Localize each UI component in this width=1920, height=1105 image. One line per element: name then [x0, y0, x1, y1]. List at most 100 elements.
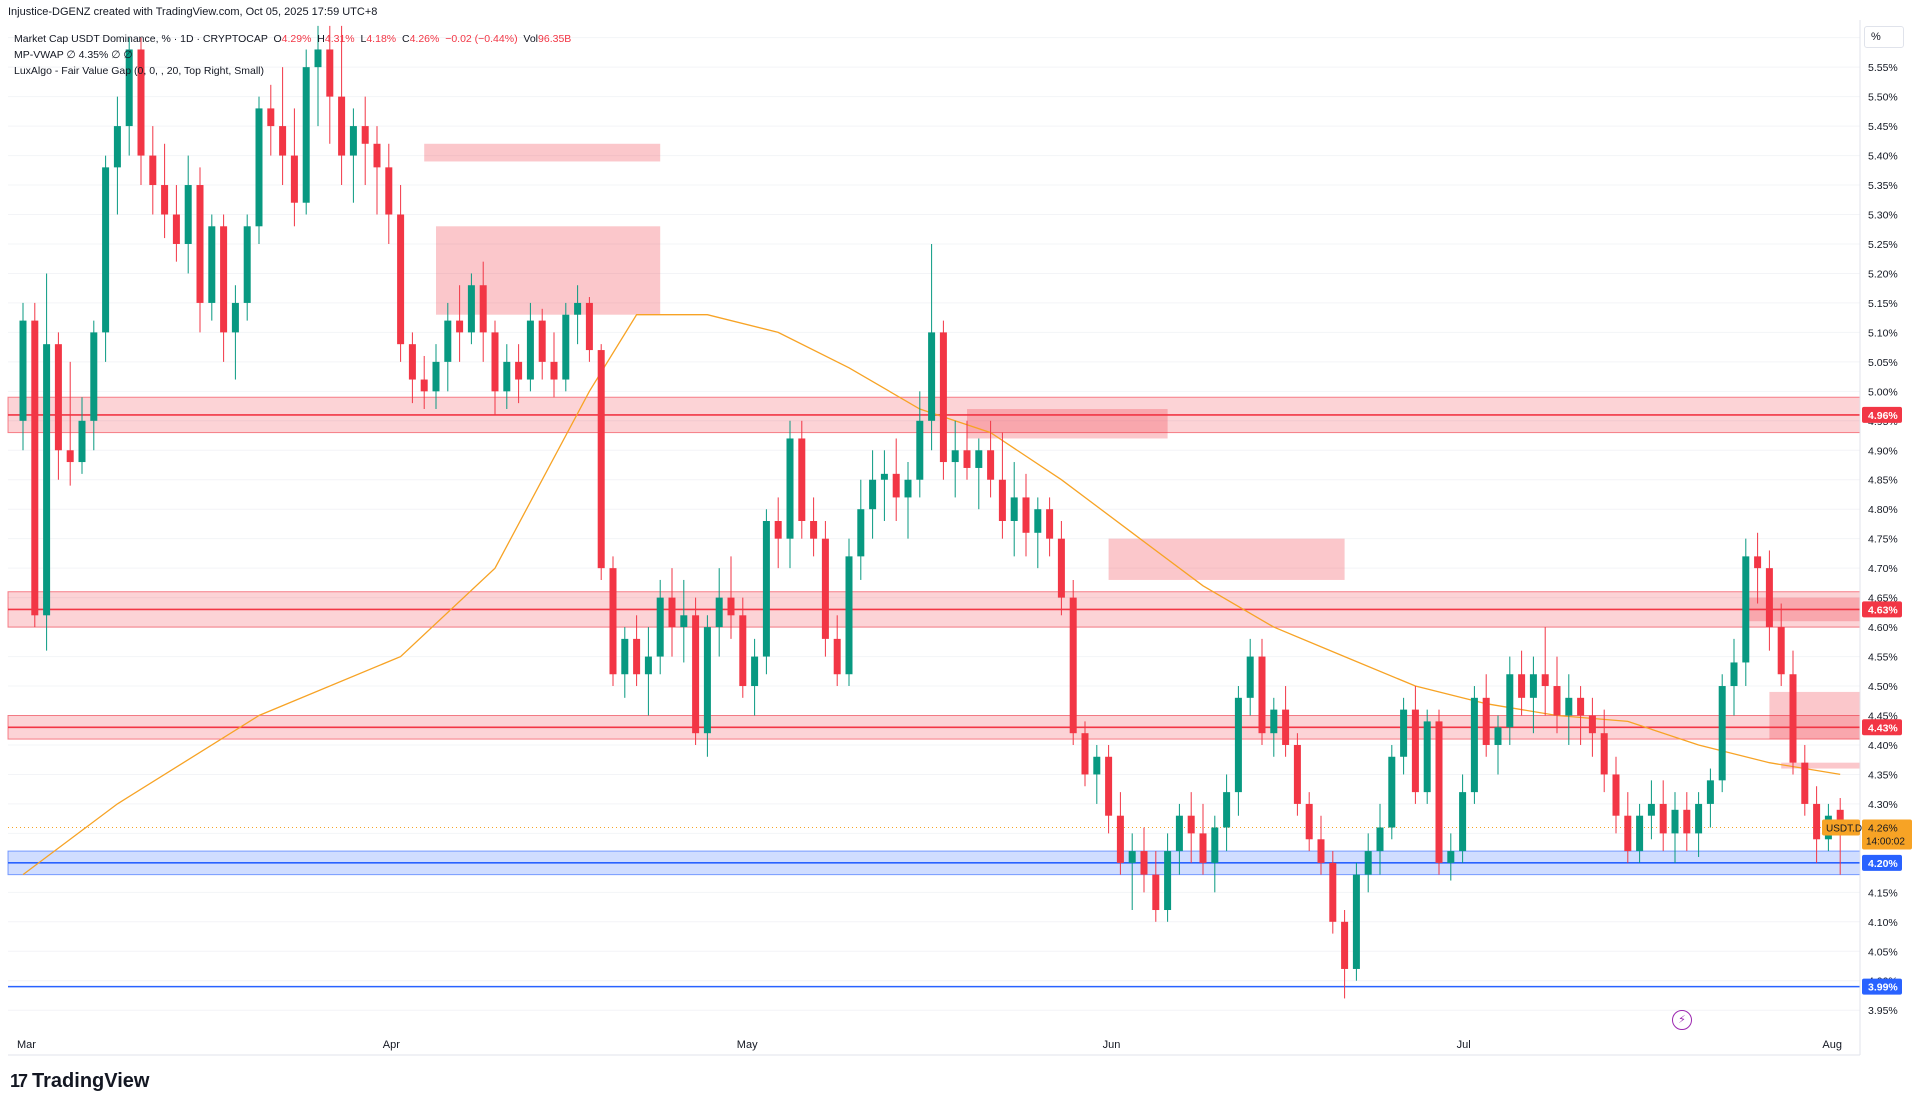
close-value: 4.26%	[409, 33, 440, 45]
candle-body	[1718, 686, 1726, 781]
legend: Market Cap USDT Dominance, % · 1D · CRYP…	[14, 31, 571, 79]
symbol-legend[interactable]: Market Cap USDT Dominance, % · 1D · CRYP…	[14, 31, 571, 47]
price-tick-label: 5.10%	[1868, 327, 1898, 339]
price-tick-label: 5.30%	[1868, 210, 1898, 222]
price-tick-label: 5.50%	[1868, 92, 1898, 104]
candle-body	[1057, 538, 1065, 598]
candle-body	[279, 126, 287, 156]
price-tick-label: 4.10%	[1868, 917, 1898, 929]
candle-body	[1636, 815, 1644, 852]
candle-body	[526, 320, 534, 380]
candle-body	[1742, 556, 1750, 663]
candle-body	[1813, 803, 1821, 840]
candle-body	[54, 344, 62, 451]
candle-body	[1164, 851, 1172, 911]
candle-body	[1388, 756, 1396, 828]
candle-body	[892, 473, 900, 498]
candle-body	[1706, 780, 1714, 804]
candle-body	[338, 96, 346, 156]
tradingview-mark-icon: 17	[10, 1071, 28, 1091]
level-label: 4.20%	[1868, 858, 1898, 870]
candle-body	[1305, 803, 1313, 840]
candle-body	[432, 361, 440, 392]
current-price-label: 4.26%	[1868, 822, 1898, 834]
candle-body	[444, 320, 452, 362]
candle-body	[633, 638, 641, 675]
candle-body	[1541, 674, 1549, 687]
time-tick-label: Mar	[17, 1039, 36, 1051]
candle-body	[869, 479, 877, 510]
candle-body	[538, 320, 546, 362]
candle-body	[1423, 721, 1431, 793]
candle-body	[987, 450, 995, 480]
candle-body	[125, 49, 133, 127]
candle-body	[821, 538, 829, 639]
candle-body	[1317, 839, 1325, 863]
candle-body	[597, 350, 605, 569]
candle-body	[220, 226, 228, 333]
candle-body	[90, 332, 98, 421]
candle-body	[1494, 727, 1502, 745]
time-tick-label: May	[737, 1039, 758, 1051]
candle-body	[644, 656, 652, 675]
candle-body	[998, 479, 1006, 521]
candle-body	[751, 656, 759, 687]
time-axis[interactable]: MarAprMayJunJulAugSepOct	[8, 1039, 1920, 1056]
candle-body	[1695, 803, 1703, 834]
open-label: O	[273, 33, 282, 45]
candle-body	[231, 302, 239, 333]
candle-body	[739, 615, 747, 687]
vwap-legend[interactable]: MP-VWAP ∅ 4.35% ∅ ∅	[14, 49, 133, 61]
candle-body	[1565, 697, 1573, 716]
candle-body	[1765, 568, 1773, 628]
candle-body	[456, 320, 464, 333]
candle-body	[1411, 709, 1419, 793]
candle-body	[1140, 851, 1148, 875]
level-labels: 4.96% 4.63% 4.43% 4.20% 3.99% USDT.D 4.26% 14:0…	[1822, 406, 1912, 995]
candle-body	[1128, 851, 1136, 863]
candle-body	[727, 597, 735, 616]
candle-body	[574, 302, 582, 315]
symbol-tag-bg	[1822, 819, 1860, 836]
candle-body	[184, 185, 192, 244]
candle-body	[1093, 756, 1101, 775]
high-label: H	[317, 33, 325, 45]
price-axis[interactable]: 5.60%5.55%5.50%5.45%5.40%5.35%5.30%5.25%…	[1859, 20, 1920, 1060]
change-value: −0.02 (−0.44%)	[445, 33, 518, 45]
price-tick-label: 4.15%	[1868, 887, 1898, 899]
candle-body	[113, 126, 121, 168]
candle-body	[19, 320, 27, 421]
price-tick-label: 4.75%	[1868, 534, 1898, 546]
price-tick-label: 4.90%	[1868, 445, 1898, 457]
candle-body	[161, 185, 169, 215]
candle-body	[1069, 597, 1077, 734]
symbol-name: Market Cap USDT Dominance, % · 1D · CRYP…	[14, 33, 268, 45]
current-price-bg	[1862, 819, 1912, 850]
lightning-icon[interactable]: ⚡	[1672, 1010, 1692, 1030]
price-tick-label: 5.05%	[1868, 357, 1898, 369]
candle-body	[1152, 874, 1160, 911]
candle-body	[1034, 509, 1042, 533]
candle-body	[1258, 656, 1266, 734]
support-resistance-zones	[7, 396, 1861, 988]
candle-body	[373, 143, 381, 168]
time-tick-label: Jun	[1103, 1039, 1121, 1051]
candle-body	[1470, 697, 1478, 793]
candle-body	[1199, 833, 1207, 863]
candle-body	[1187, 815, 1195, 834]
percent-scale-button[interactable]: %	[1864, 26, 1904, 48]
candle-body	[1482, 697, 1490, 745]
fvg-box	[424, 143, 661, 162]
fvg-legend[interactable]: LuxAlgo - Fair Value Gap (0, 0, , 20, To…	[14, 65, 264, 77]
candle-body	[243, 226, 251, 303]
low-label: L	[360, 33, 367, 45]
candle-body	[1600, 733, 1608, 775]
candle-body	[314, 49, 322, 68]
candle-body	[1234, 697, 1242, 793]
candle-body	[491, 332, 499, 392]
candle-body	[1329, 862, 1337, 922]
candle-body	[668, 597, 676, 628]
brand-name: TradingView	[32, 1070, 150, 1092]
candle-body	[1175, 815, 1183, 852]
